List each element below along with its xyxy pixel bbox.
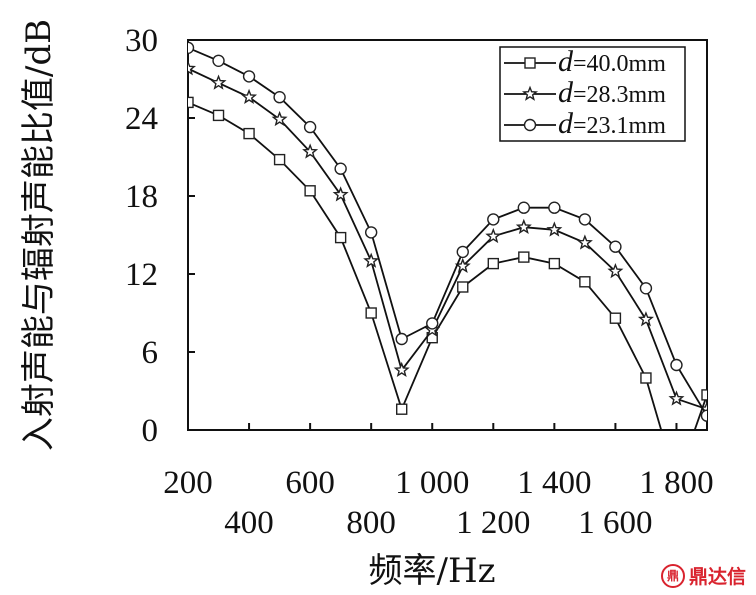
x-axis-label: 频率/Hz bbox=[368, 551, 495, 591]
y-tick-label: 18 bbox=[125, 179, 158, 215]
data-point-square bbox=[524, 57, 536, 69]
data-point-circle bbox=[517, 201, 531, 214]
x-tick-label: 600 bbox=[285, 465, 335, 501]
data-point-star bbox=[363, 252, 380, 268]
data-point-star bbox=[546, 221, 563, 237]
data-point-star bbox=[607, 262, 624, 279]
data-point-circle bbox=[242, 70, 256, 83]
x-tick-label: 200 bbox=[163, 465, 213, 501]
series-layer bbox=[188, 41, 707, 430]
series-circle bbox=[188, 41, 707, 422]
legend-item: d=28.3mm bbox=[504, 76, 666, 109]
x-tick-label: 1 200 bbox=[456, 505, 530, 541]
data-point-square bbox=[609, 312, 622, 324]
series-square bbox=[188, 96, 707, 430]
y-axis-label: 入射声能与辐射声能比值/dB bbox=[19, 19, 59, 451]
data-point-circle bbox=[700, 409, 707, 422]
data-point-star bbox=[485, 227, 502, 244]
data-point-star bbox=[188, 60, 197, 76]
data-point-circle bbox=[523, 118, 537, 132]
x-tick-label: 1 800 bbox=[639, 465, 713, 501]
data-point-circle bbox=[426, 317, 439, 330]
y-tick-label: 6 bbox=[142, 335, 159, 371]
data-point-square bbox=[579, 276, 591, 288]
y-tick-label: 30 bbox=[125, 23, 158, 59]
legend-item: d=40.0mm bbox=[504, 45, 666, 78]
data-point-star bbox=[521, 85, 539, 101]
data-point-square bbox=[212, 109, 225, 122]
tick-labels: 0 6 12 18 24 30 200 400 600 800 1 000 1 200 1 400 1 6… bbox=[125, 23, 714, 541]
data-point-square bbox=[457, 281, 469, 293]
data-point-square bbox=[518, 251, 530, 263]
plot-frame bbox=[187, 39, 708, 431]
data-point-square bbox=[487, 257, 499, 270]
data-point-square bbox=[243, 127, 255, 140]
series-star bbox=[188, 60, 707, 417]
data-point-square bbox=[701, 389, 707, 401]
data-point-star bbox=[332, 186, 349, 202]
data-point-circle bbox=[456, 245, 469, 259]
data-point-circle bbox=[487, 213, 500, 226]
data-point-circle bbox=[395, 332, 408, 346]
data-point-circle bbox=[578, 213, 592, 226]
legend-label: d=23.1mm bbox=[558, 107, 666, 140]
plot-axes bbox=[187, 39, 708, 431]
data-point-square bbox=[548, 257, 561, 270]
data-point-square bbox=[304, 185, 316, 197]
watermark-text: 鼎达信 bbox=[688, 566, 746, 588]
data-point-square bbox=[188, 96, 194, 109]
x-tick-label: 1 600 bbox=[578, 505, 652, 541]
legend-label: d=28.3mm bbox=[558, 76, 666, 109]
data-point-star bbox=[241, 88, 258, 105]
x-tick-label: 800 bbox=[346, 505, 396, 541]
data-point-circle bbox=[188, 41, 195, 54]
data-point-star bbox=[576, 234, 593, 250]
data-point-star bbox=[210, 74, 227, 90]
series-line bbox=[188, 67, 707, 411]
x-tick-label: 400 bbox=[224, 505, 274, 541]
data-point-star bbox=[302, 143, 319, 159]
data-point-star bbox=[515, 218, 532, 235]
data-point-square bbox=[273, 153, 286, 166]
data-point-star bbox=[271, 110, 288, 127]
x-tick-label: 1 400 bbox=[517, 465, 591, 501]
watermark-logo-icon: 鼎 bbox=[660, 563, 685, 588]
data-point-square bbox=[334, 231, 347, 244]
data-point-star bbox=[668, 390, 685, 406]
data-point-circle bbox=[273, 90, 286, 104]
y-tick-label: 12 bbox=[125, 257, 158, 293]
data-point-square bbox=[396, 403, 408, 415]
data-point-star bbox=[637, 311, 654, 327]
data-point-circle bbox=[212, 54, 225, 67]
data-point-square bbox=[365, 307, 377, 319]
legend-item: d=23.1mm bbox=[504, 107, 666, 140]
data-point-circle bbox=[548, 201, 561, 214]
data-point-circle bbox=[670, 358, 683, 372]
data-point-circle bbox=[639, 282, 653, 295]
data-point-star bbox=[393, 361, 410, 378]
x-tick-label: 1 000 bbox=[395, 465, 469, 501]
data-point-circle bbox=[303, 120, 317, 134]
legend-label: d=40.0mm bbox=[558, 45, 666, 78]
watermark: 鼎 鼎达信 bbox=[660, 562, 746, 589]
data-point-square bbox=[640, 372, 652, 384]
data-point-circle bbox=[364, 226, 378, 239]
y-tick-label: 24 bbox=[125, 101, 158, 137]
data-point-circle bbox=[609, 240, 622, 253]
y-tick-label: 0 bbox=[142, 413, 159, 449]
data-point-circle bbox=[334, 162, 347, 175]
